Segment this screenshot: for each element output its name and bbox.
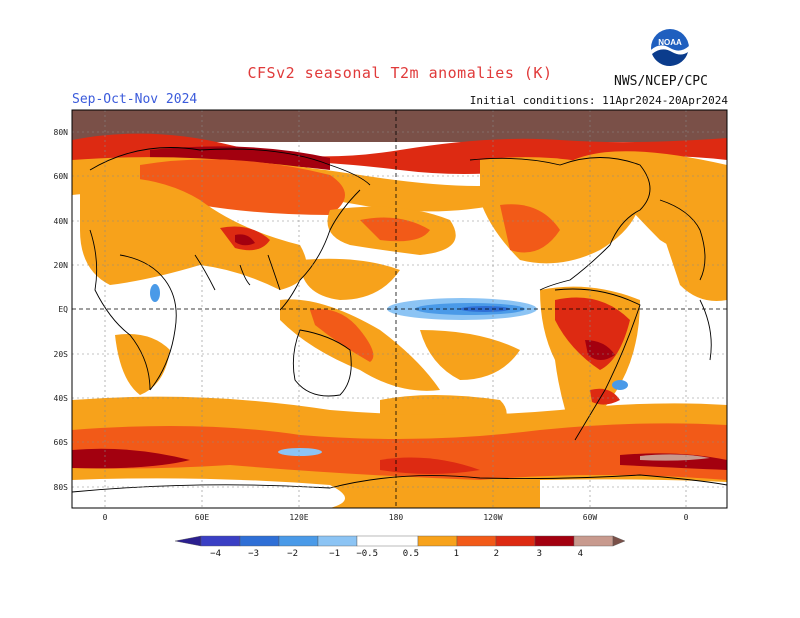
lat-label-80s: 80S bbox=[54, 483, 69, 492]
colorbar-label-2: −2 bbox=[287, 549, 298, 559]
colorbar: −4 −3 −2 −1 −0.5 0.5 1 2 3 4 bbox=[174, 535, 626, 559]
colorbar-segment-2 bbox=[278, 535, 319, 547]
colorbar-label-1: −3 bbox=[248, 549, 259, 559]
colorbar-segment-7 bbox=[495, 535, 536, 547]
lon-label-6: 0 bbox=[684, 513, 689, 522]
colorbar-label-6: 1 bbox=[454, 549, 459, 559]
lat-label-40s: 40S bbox=[54, 394, 69, 403]
graticule bbox=[72, 110, 727, 508]
lat-label-20n: 20N bbox=[54, 261, 69, 270]
latitude-labels: 80N 60N 40N 20N EQ 20S 40S 60S 80S bbox=[54, 128, 69, 492]
anomaly-field bbox=[72, 110, 727, 508]
lon-label-0: 0 bbox=[103, 513, 108, 522]
lat-label-20s: 20S bbox=[54, 350, 69, 359]
coastlines bbox=[72, 147, 727, 493]
colorbar-segment-3 bbox=[317, 535, 358, 547]
colorbar-segment-above-max bbox=[612, 535, 626, 547]
colorbar-label-0: −4 bbox=[210, 549, 221, 559]
lat-label-40n: 40N bbox=[54, 217, 69, 226]
colorbar-segment-5 bbox=[417, 535, 458, 547]
lat-label-80n: 80N bbox=[54, 128, 69, 137]
lon-label-1: 60E bbox=[195, 513, 210, 522]
colorbar-label-7: 2 bbox=[494, 549, 499, 559]
lon-label-2: 120E bbox=[289, 513, 308, 522]
colorbar-label-5: 0.5 bbox=[403, 549, 419, 559]
lat-label-eq: EQ bbox=[58, 305, 68, 314]
colorbar-segment-0 bbox=[200, 535, 241, 547]
lat-label-60n: 60N bbox=[54, 172, 69, 181]
colorbar-label-3: −1 bbox=[329, 549, 340, 559]
agency-label: NWS/NCEP/CPC bbox=[614, 74, 708, 89]
colorbar-label-4: −0.5 bbox=[356, 549, 378, 559]
noaa-logo-icon: NOAA bbox=[650, 28, 690, 69]
colorbar-segment-4 bbox=[356, 535, 419, 547]
colorbar-label-8: 3 bbox=[537, 549, 542, 559]
lat-label-60s: 60S bbox=[54, 438, 69, 447]
season-label: Sep-Oct-Nov 2024 bbox=[72, 92, 198, 107]
colorbar-segment-below-min bbox=[174, 535, 202, 547]
chart-title: CFSv2 seasonal T2m anomalies (K) bbox=[247, 64, 553, 82]
colorbar-segment-8 bbox=[534, 535, 575, 547]
colorbar-segment-1 bbox=[239, 535, 280, 547]
longitude-labels: 0 60E 120E 180 120W 60W 0 bbox=[103, 513, 689, 522]
noaa-logo-text: NOAA bbox=[658, 38, 682, 47]
colorbar-segment-9 bbox=[573, 535, 614, 547]
lon-label-4: 120W bbox=[483, 513, 502, 522]
lon-label-3: 180 bbox=[389, 513, 404, 522]
initial-conditions-label: Initial conditions: 11Apr2024-20Apr2024 bbox=[469, 94, 728, 107]
map-frame bbox=[71, 109, 728, 509]
colorbar-segment-6 bbox=[456, 535, 497, 547]
colorbar-label-9: 4 bbox=[578, 549, 583, 559]
lon-label-5: 60W bbox=[583, 513, 598, 522]
